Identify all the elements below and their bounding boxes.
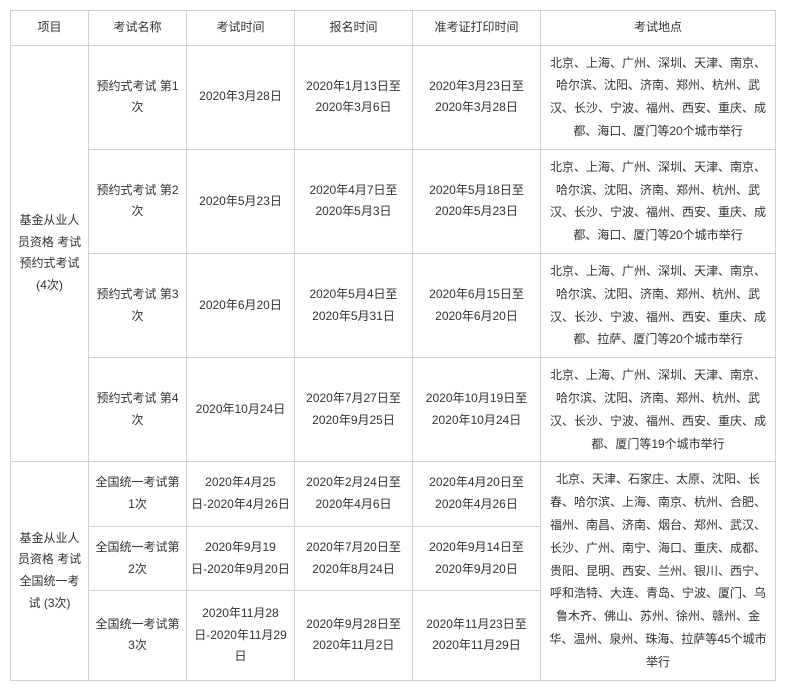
header-register-time: 报名时间 [295,11,413,46]
header-print-time: 准考证打印时间 [413,11,541,46]
exam-time-cell: 2020年9月19日-2020年9月20日 [187,526,295,590]
location-cell: 北京、上海、广州、深圳、天津、南京、哈尔滨、沈阳、济南、郑州、杭州、武汉、长沙、… [541,358,776,462]
header-exam-name: 考试名称 [89,11,187,46]
exam-name-cell: 全国统一考试第2次 [89,526,187,590]
location-cell: 北京、天津、石家庄、太原、沈阳、长春、哈尔滨、上海、南京、杭州、合肥、福州、南昌… [541,462,776,680]
project-cell: 基金从业人员资格 考试预约式考试 (4次) [11,45,89,462]
exam-time-cell: 2020年4月25日-2020年4月26日 [187,462,295,526]
print-time-cell: 2020年5月18日至2020年5月23日 [413,149,541,253]
print-time-cell: 2020年11月23日至2020年11月29日 [413,591,541,680]
register-time-cell: 2020年9月28日至2020年11月2日 [295,591,413,680]
table-row: 基金从业人员资格 考试全国统一考试 (3次) 全国统一考试第1次 2020年4月… [11,462,776,526]
location-cell: 北京、上海、广州、深圳、天津、南京、哈尔滨、沈阳、济南、郑州、杭州、武汉、长沙、… [541,253,776,357]
exam-time-cell: 2020年6月20日 [187,253,295,357]
exam-name-cell: 预约式考试 第2次 [89,149,187,253]
register-time-cell: 2020年2月24日至2020年4月6日 [295,462,413,526]
location-cell: 北京、上海、广州、深圳、天津、南京、哈尔滨、沈阳、济南、郑州、杭州、武汉、长沙、… [541,149,776,253]
register-time-cell: 2020年5月4日至2020年5月31日 [295,253,413,357]
location-cell: 北京、上海、广州、深圳、天津、南京、哈尔滨、沈阳、济南、郑州、杭州、武汉、长沙、… [541,45,776,149]
exam-schedule-table: 项目 考试名称 考试时间 报名时间 准考证打印时间 考试地点 基金从业人员资格 … [10,10,776,681]
table-row: 基金从业人员资格 考试预约式考试 (4次) 预约式考试 第1次 2020年3月2… [11,45,776,149]
exam-time-cell: 2020年10月24日 [187,358,295,462]
print-time-cell: 2020年4月20日至2020年4月26日 [413,462,541,526]
exam-name-cell: 预约式考试 第3次 [89,253,187,357]
exam-time-cell: 2020年3月28日 [187,45,295,149]
exam-time-cell: 2020年5月23日 [187,149,295,253]
exam-name-cell: 全国统一考试第3次 [89,591,187,680]
table-row: 预约式考试 第3次 2020年6月20日 2020年5月4日至2020年5月31… [11,253,776,357]
exam-name-cell: 全国统一考试第1次 [89,462,187,526]
exam-name-cell: 预约式考试 第4次 [89,358,187,462]
exam-time-cell: 2020年11月28日-2020年11月29日 [187,591,295,680]
table-header-row: 项目 考试名称 考试时间 报名时间 准考证打印时间 考试地点 [11,11,776,46]
print-time-cell: 2020年9月14日至2020年9月20日 [413,526,541,590]
header-project: 项目 [11,11,89,46]
exam-name-cell: 预约式考试 第1次 [89,45,187,149]
table-row: 预约式考试 第2次 2020年5月23日 2020年4月7日至2020年5月3日… [11,149,776,253]
register-time-cell: 2020年1月13日至2020年3月6日 [295,45,413,149]
header-exam-time: 考试时间 [187,11,295,46]
register-time-cell: 2020年4月7日至2020年5月3日 [295,149,413,253]
header-location: 考试地点 [541,11,776,46]
print-time-cell: 2020年3月23日至2020年3月28日 [413,45,541,149]
table-row: 预约式考试 第4次 2020年10月24日 2020年7月27日至2020年9月… [11,358,776,462]
print-time-cell: 2020年10月19日至2020年10月24日 [413,358,541,462]
register-time-cell: 2020年7月27日至2020年9月25日 [295,358,413,462]
print-time-cell: 2020年6月15日至2020年6月20日 [413,253,541,357]
project-cell: 基金从业人员资格 考试全国统一考试 (3次) [11,462,89,680]
register-time-cell: 2020年7月20日至2020年8月24日 [295,526,413,590]
